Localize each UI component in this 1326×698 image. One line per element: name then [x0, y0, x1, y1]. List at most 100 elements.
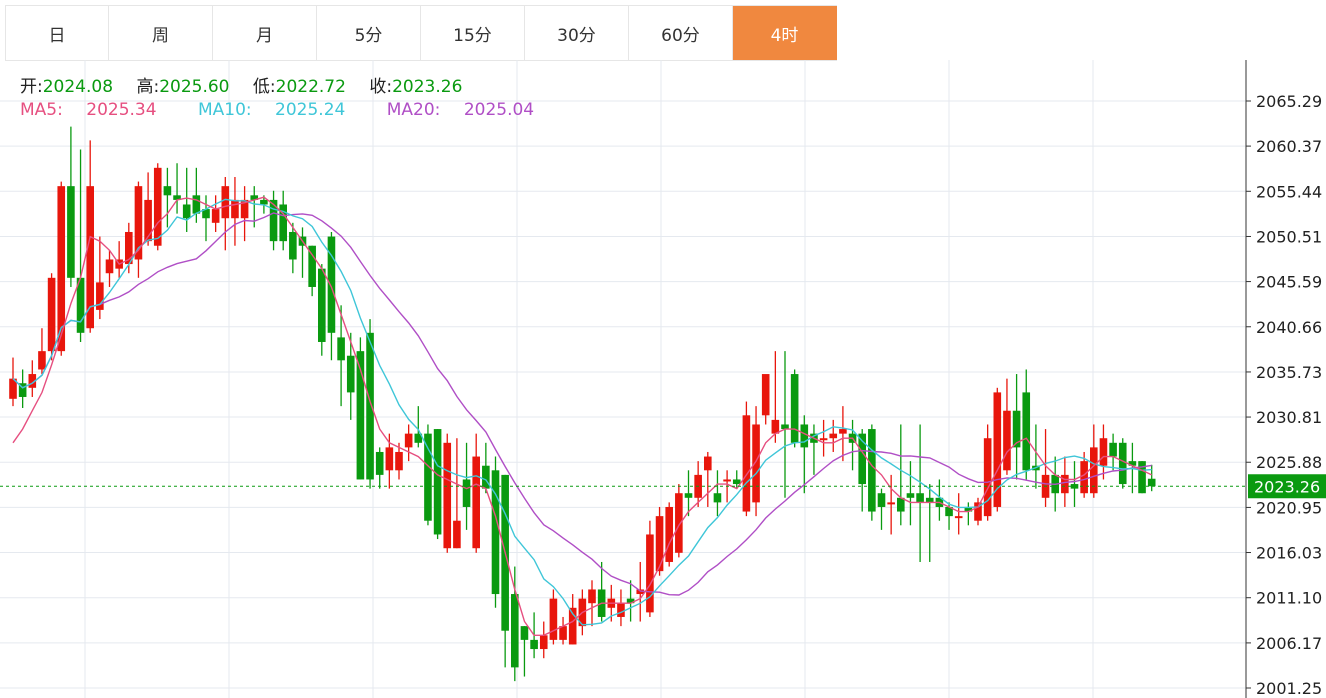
- candle-body: [974, 502, 982, 521]
- tab-5min[interactable]: 5分: [317, 6, 421, 60]
- candle-body: [568, 607, 577, 645]
- candle-body: [279, 204, 287, 242]
- y-tick-label: 2055.44: [1256, 182, 1322, 201]
- candle-body: [346, 355, 355, 393]
- candle-body: [57, 186, 66, 352]
- candle-body: [1061, 474, 1069, 494]
- candle-body: [723, 479, 731, 482]
- candle: [771, 351, 780, 443]
- candle-body: [1109, 442, 1117, 457]
- candle-body: [462, 479, 471, 507]
- candle-body: [250, 195, 259, 200]
- candle-body: [732, 479, 741, 485]
- candle: [655, 506, 664, 576]
- candle-body: [86, 186, 94, 329]
- candle: [356, 337, 365, 480]
- candle: [433, 429, 442, 540]
- candle: [105, 250, 114, 287]
- candle: [954, 493, 963, 535]
- candle: [675, 484, 683, 558]
- candle: [1003, 378, 1011, 475]
- candle-body: [202, 209, 210, 219]
- tab-60min[interactable]: 60分: [629, 6, 733, 60]
- ohlc-legend: 开:2024.08 高:2025.60 低:2022.72 收:2023.26: [20, 72, 480, 97]
- candle: [511, 566, 519, 682]
- candle-body: [916, 493, 924, 503]
- ma5-label: MA5:: [20, 100, 63, 120]
- candle: [790, 369, 799, 448]
- candle: [9, 357, 17, 407]
- last-price-label: 2023.26: [1254, 477, 1320, 496]
- candle: [732, 470, 741, 489]
- candle-body: [67, 186, 75, 278]
- ma20-value: 2025.04: [463, 100, 535, 120]
- candle: [713, 470, 722, 517]
- candle: [810, 424, 818, 475]
- candle-body: [906, 493, 915, 498]
- candle-body: [28, 374, 37, 388]
- candle-body: [1080, 461, 1088, 494]
- candle-body: [269, 199, 278, 242]
- tab-30min[interactable]: 30分: [525, 6, 629, 60]
- ma5-line: [12, 196, 1152, 636]
- candle: [182, 167, 191, 232]
- tab-week[interactable]: 周: [109, 6, 213, 60]
- candle-body: [424, 433, 432, 521]
- timeframe-tabs: 日 周 月 5分 15分 30分 60分 4时: [5, 5, 837, 61]
- candle-body: [771, 419, 780, 434]
- candle-body: [1099, 438, 1108, 466]
- y-tick-label: 2040.66: [1256, 318, 1322, 337]
- candle: [617, 589, 625, 627]
- candle-body: [491, 470, 500, 595]
- candle-body: [144, 199, 152, 242]
- candle-body: [925, 497, 934, 503]
- candle: [134, 181, 143, 278]
- candle: [96, 236, 104, 320]
- candle: [781, 351, 789, 498]
- candle-body: [684, 493, 693, 498]
- y-tick-label: 2025.88: [1256, 453, 1322, 472]
- candle: [144, 172, 152, 246]
- ma5-legend: MA5: 2025.34: [20, 100, 175, 120]
- candle: [1012, 374, 1021, 480]
- last-price-tag: [1248, 474, 1326, 499]
- tab-4hour[interactable]: 4时: [733, 6, 837, 60]
- candle: [491, 456, 500, 608]
- candle-body: [983, 438, 992, 517]
- tab-15min[interactable]: 15分: [421, 6, 525, 60]
- candle: [318, 264, 326, 356]
- tab-day[interactable]: 日: [5, 6, 109, 60]
- candle: [240, 186, 249, 242]
- candle: [646, 520, 654, 617]
- candle-body: [646, 534, 654, 613]
- candle: [346, 332, 355, 420]
- candle-body: [318, 268, 326, 342]
- candle: [67, 126, 75, 287]
- ma20-line: [12, 212, 1152, 596]
- candle: [443, 433, 452, 553]
- candle: [974, 497, 982, 526]
- candle: [829, 419, 838, 452]
- tab-month[interactable]: 月: [213, 6, 317, 60]
- candle: [453, 438, 461, 549]
- candle-body: [231, 199, 239, 219]
- candle: [925, 484, 934, 562]
- candle: [761, 374, 770, 425]
- candle: [414, 406, 423, 448]
- candle: [47, 273, 56, 361]
- candle: [173, 163, 181, 214]
- candle: [18, 369, 27, 408]
- candle-body: [1012, 410, 1021, 448]
- candle-body: [337, 337, 345, 361]
- candle-body: [96, 282, 104, 310]
- candle: [279, 190, 287, 251]
- candle-body: [1147, 478, 1156, 487]
- candle-body: [163, 186, 172, 196]
- candle-body: [877, 493, 886, 507]
- candle: [742, 401, 751, 517]
- candle-body: [520, 626, 529, 640]
- candle-body: [530, 639, 538, 650]
- candle: [839, 406, 847, 462]
- candle-body: [964, 506, 973, 512]
